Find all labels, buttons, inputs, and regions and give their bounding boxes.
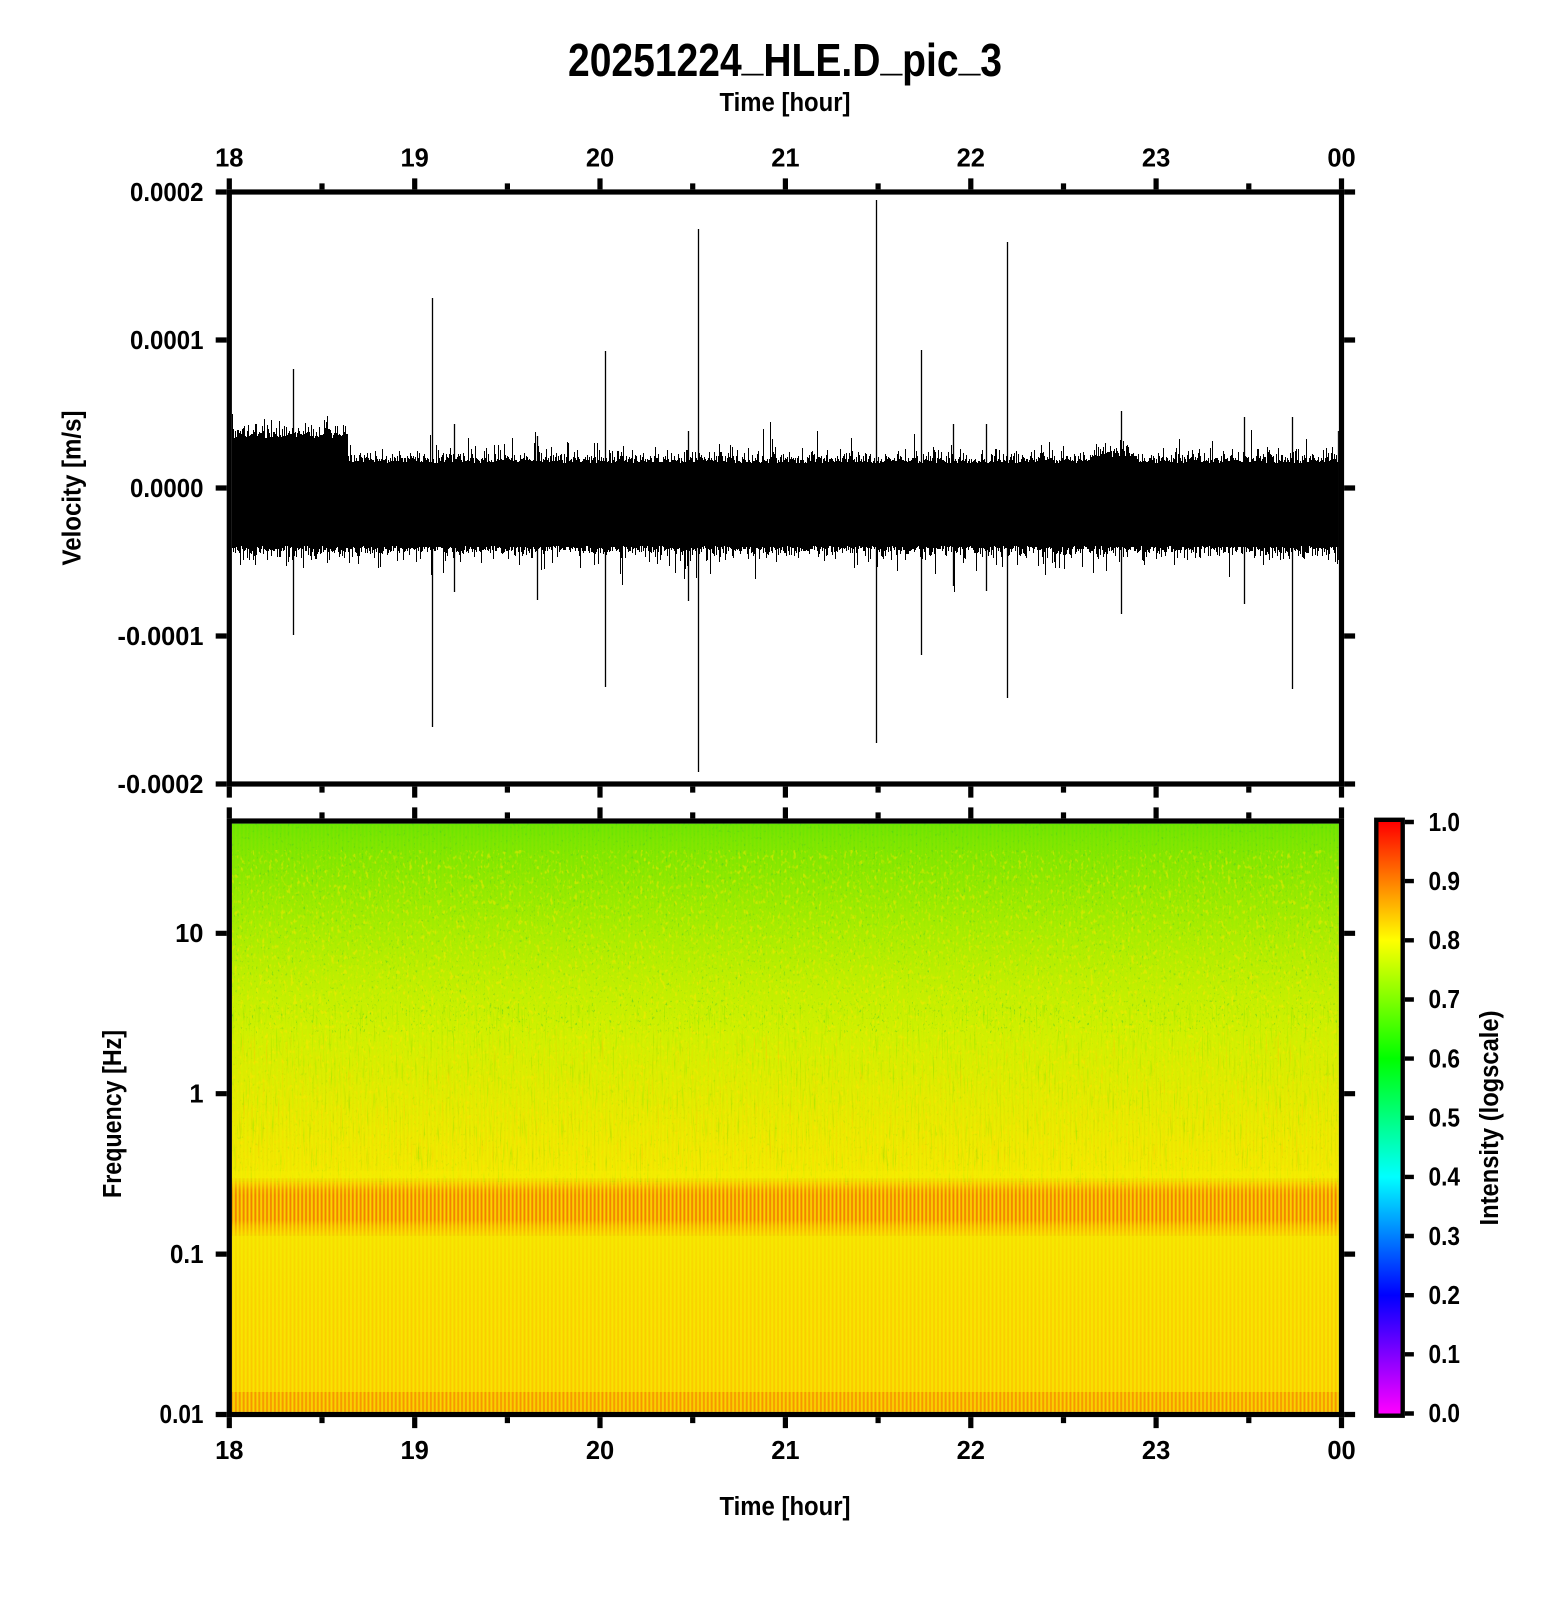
svg-text:0.5: 0.5: [1429, 1105, 1461, 1133]
svg-text:0.0000: 0.0000: [130, 475, 204, 503]
svg-text:0.6: 0.6: [1429, 1045, 1461, 1073]
svg-text:18: 18: [215, 145, 243, 173]
svg-text:0.1: 0.1: [170, 1241, 204, 1269]
svg-text:Time [hour]: Time [hour]: [720, 89, 851, 117]
svg-text:20: 20: [586, 1437, 614, 1465]
svg-text:0.1: 0.1: [1429, 1341, 1461, 1369]
svg-text:Frequency [Hz]: Frequency [Hz]: [99, 1030, 127, 1198]
svg-text:21: 21: [771, 1437, 799, 1465]
svg-text:-0.0002: -0.0002: [118, 771, 204, 799]
svg-text:0.4: 0.4: [1429, 1164, 1461, 1192]
svg-text:Intensity (logscale): Intensity (logscale): [1476, 1011, 1504, 1226]
svg-text:19: 19: [401, 145, 429, 173]
svg-text:23: 23: [1142, 145, 1170, 173]
svg-text:0.0001: 0.0001: [130, 327, 204, 355]
svg-text:00: 00: [1327, 1437, 1355, 1465]
svg-text:0.0: 0.0: [1429, 1400, 1461, 1428]
svg-text:0.7: 0.7: [1429, 986, 1461, 1014]
svg-text:00: 00: [1327, 145, 1355, 173]
svg-text:Time [hour]: Time [hour]: [720, 1493, 851, 1521]
svg-text:0.0002: 0.0002: [130, 179, 204, 207]
svg-text:0.2: 0.2: [1429, 1282, 1461, 1310]
svg-text:20251224_HLE.D_pic_3: 20251224_HLE.D_pic_3: [568, 28, 1002, 86]
svg-text:23: 23: [1142, 1437, 1170, 1465]
svg-text:20: 20: [586, 145, 614, 173]
svg-text:-0.0001: -0.0001: [118, 623, 204, 651]
svg-text:1: 1: [189, 1080, 203, 1108]
svg-text:Velocity [m/s]: Velocity [m/s]: [59, 411, 87, 566]
svg-text:18: 18: [215, 1437, 243, 1465]
svg-text:1.0: 1.0: [1429, 809, 1461, 837]
svg-text:0.8: 0.8: [1429, 927, 1461, 955]
svg-text:10: 10: [175, 920, 203, 948]
svg-text:21: 21: [771, 145, 799, 173]
svg-text:0.01: 0.01: [160, 1401, 204, 1429]
svg-text:0.3: 0.3: [1429, 1223, 1461, 1251]
svg-text:0.9: 0.9: [1429, 868, 1461, 896]
svg-text:19: 19: [401, 1437, 429, 1465]
svg-text:22: 22: [957, 1437, 985, 1465]
svg-text:22: 22: [957, 145, 985, 173]
